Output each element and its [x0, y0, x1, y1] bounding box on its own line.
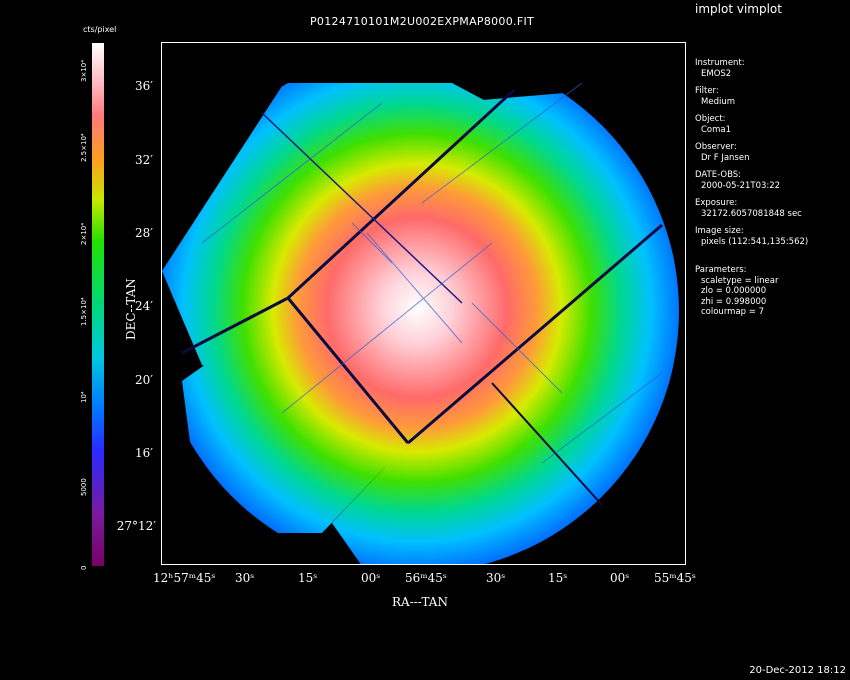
- meta-value: 2000-05-21T03:22: [701, 180, 781, 191]
- meta-image-size: Image size: pixels (112:541,135:562): [695, 226, 808, 247]
- meta-value: 32172.6057081848 sec: [701, 208, 802, 219]
- y-tick-label: 16′: [135, 446, 153, 460]
- chip-gaps: [181, 88, 663, 506]
- colorbar-tick: 10⁴: [80, 391, 88, 403]
- y-tick-label: 27°12′: [116, 519, 156, 533]
- chip-gap-line: [407, 223, 663, 445]
- meta-label: Observer:: [695, 142, 737, 152]
- meta-label: Filter:: [695, 86, 719, 96]
- plot-title: P0124710101M2U002EXPMAP8000.FIT: [310, 15, 535, 28]
- meta-observer: Observer: Dr F Jansen: [695, 142, 808, 163]
- y-tick-label: 24′: [135, 299, 153, 313]
- meta-filter: Filter: Medium: [695, 86, 808, 107]
- ccd-chip: [582, 233, 679, 463]
- meta-value: Medium: [701, 96, 735, 107]
- bad-column-stripes: [201, 82, 663, 464]
- meta-instrument: Instrument: EMOS2: [695, 58, 808, 79]
- colorbar-tick: 3×10⁴: [80, 59, 88, 82]
- meta-label: DATE-OBS:: [695, 170, 742, 180]
- x-tick-label: 00ˢ: [361, 571, 381, 585]
- x-tick-label: 55ᵐ45ˢ: [654, 571, 696, 585]
- exposure-map-svg: [162, 82, 679, 564]
- x-tick-label: 30ˢ: [486, 571, 506, 585]
- colorbar-tick: 0: [80, 565, 88, 570]
- x-tick-label: 12ʰ57ᵐ45ˢ: [153, 571, 216, 585]
- colorbar: [92, 43, 104, 566]
- y-tick-label: 20′: [135, 373, 153, 387]
- y-tick-label: 32′: [135, 153, 153, 167]
- chip-gap-line: [261, 112, 463, 304]
- chip-gap-line: [491, 382, 603, 506]
- x-axis-label: RA---TAN: [392, 595, 448, 609]
- colorbar-tick: 5000: [80, 478, 88, 496]
- param-line: zlo = 0.000000: [701, 286, 767, 296]
- meta-object: Object: Coma1: [695, 114, 808, 135]
- x-tick-label: 15ˢ: [548, 571, 568, 585]
- meta-label: Parameters:: [695, 265, 747, 275]
- exposure-map-image[interactable]: [161, 42, 686, 565]
- meta-parameters: Parameters: scaletype = linear zlo = 0.0…: [695, 265, 808, 318]
- y-tick-label: 28′: [135, 226, 153, 240]
- meta-value: Dr F Jansen: [701, 152, 750, 163]
- x-tick-label: 30ˢ: [235, 571, 255, 585]
- meta-label: Exposure:: [695, 198, 738, 208]
- colorbar-tick: 2×10⁴: [80, 222, 88, 245]
- chip-gap-line: [181, 296, 289, 355]
- chip-gap-line: [286, 297, 410, 444]
- x-tick-label: 15ˢ: [298, 571, 318, 585]
- y-tick-label: 36′: [135, 79, 153, 93]
- meta-label: Object:: [695, 114, 726, 124]
- meta-date-obs: DATE-OBS: 2000-05-21T03:22: [695, 170, 808, 191]
- meta-label: Image size:: [695, 226, 744, 236]
- ccd-chip: [332, 303, 679, 564]
- app-title: implot vimplot: [695, 2, 782, 16]
- param-line: scaletype = linear: [701, 275, 779, 286]
- y-axis-label: DEC--TAN: [124, 278, 138, 340]
- date-stamp: 20-Dec-2012 18:12: [749, 665, 846, 676]
- meta-value: pixels (112:541,135:562): [701, 236, 809, 247]
- colorbar-unit-label: cts/pixel: [83, 25, 117, 34]
- colorbar-tick: 1.5×10⁴: [80, 297, 88, 326]
- meta-exposure: Exposure: 32172.6057081848 sec: [695, 198, 808, 219]
- meta-value: Coma1: [701, 124, 732, 135]
- param-line: zhi = 0.998000: [701, 296, 767, 307]
- ccd-chip: [182, 303, 408, 533]
- meta-label: Instrument:: [695, 58, 745, 68]
- meta-value: EMOS2: [701, 68, 732, 79]
- x-tick-label: 56ᵐ45ˢ: [405, 571, 447, 585]
- metadata-panel: Instrument: EMOS2 Filter: Medium Object:…: [695, 58, 808, 325]
- x-tick-label: 00ˢ: [610, 571, 630, 585]
- chip-gap-line: [286, 88, 516, 300]
- param-line: colourmap = 7: [701, 307, 764, 317]
- colorbar-tick: 2.5×10⁴: [80, 133, 88, 162]
